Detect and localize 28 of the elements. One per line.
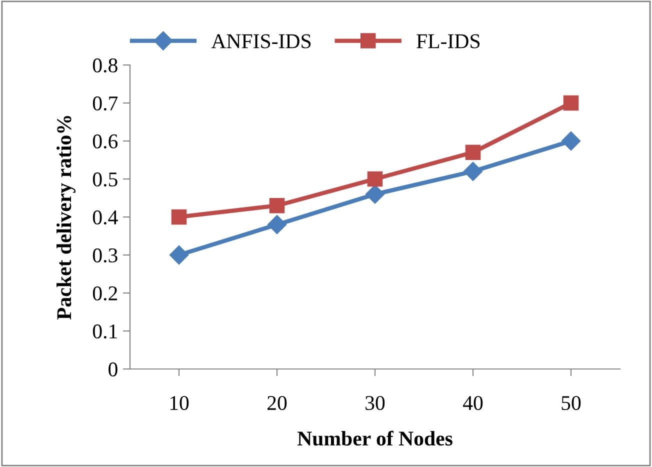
y-tick-label: 0.6 <box>92 134 118 149</box>
y-tick-label: 0.5 <box>92 172 118 187</box>
y-tick-label: 0.8 <box>92 58 118 73</box>
y-axis-title: Packet delivery ratio% <box>56 116 76 320</box>
y-tick-label: 0.2 <box>92 286 118 301</box>
legend-label: FL-IDS <box>416 34 480 48</box>
point <box>267 215 287 234</box>
y-tick-label: 0.7 <box>92 96 118 111</box>
point <box>465 144 481 160</box>
x-tick-label: 20 <box>268 396 287 410</box>
point <box>171 209 187 225</box>
legend-label: ANFIS-IDS <box>211 34 311 48</box>
x-axis-title: Number of Nodes <box>297 430 452 446</box>
point <box>365 184 385 204</box>
y-tick-label: 0.4 <box>92 210 118 225</box>
point <box>561 131 581 151</box>
point <box>269 198 285 214</box>
x-tick-label: 40 <box>462 396 483 410</box>
x-tick-label: 50 <box>562 396 581 410</box>
point <box>563 95 579 111</box>
y-tick-label: 0.3 <box>92 248 118 263</box>
x-tick-label: 10 <box>170 396 189 410</box>
point <box>169 245 189 265</box>
point <box>367 171 383 187</box>
y-tick-label: 0 <box>108 362 118 376</box>
y-tick-label: 0.1 <box>92 324 117 339</box>
x-tick-label: 30 <box>366 396 385 410</box>
point <box>463 162 483 181</box>
